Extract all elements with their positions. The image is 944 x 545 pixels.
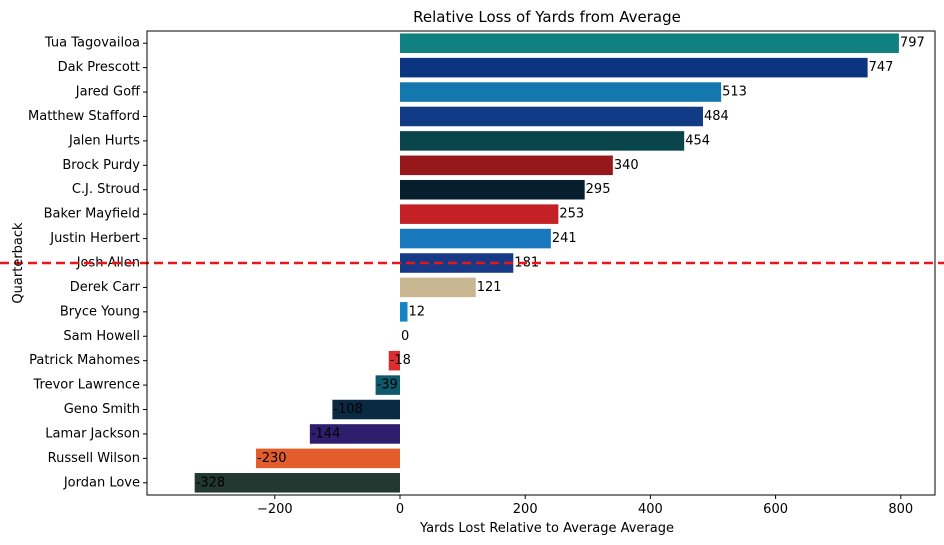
bar-value-label: -230 [257,451,287,466]
x-tick-label: 400 [638,502,663,517]
y-tick-label: Justin Herbert [49,231,140,246]
bar-value-label: 253 [559,207,584,222]
x-tick-label: 800 [888,502,913,517]
y-tick-label: Josh Allen [76,256,140,271]
x-axis-label: Yards Lost Relative to Average Average [419,521,674,536]
bar-value-label: 797 [900,36,925,51]
y-tick-label: Baker Mayfield [44,207,140,222]
y-tick-label: Lamar Jackson [45,426,140,441]
bar-value-label: 747 [869,60,894,75]
value-labels: 797747513484454340295253241181121120-18-… [196,36,925,491]
bar-value-label: -108 [333,402,363,417]
bar [332,399,400,420]
bar [256,448,400,469]
bar [400,155,613,176]
bar-value-label: -18 [390,353,411,368]
bar [400,277,476,298]
plot-frame [146,30,936,496]
y-tick-label: Bryce Young [60,304,140,319]
y-tick-label: Trevor Lawrence [33,378,141,393]
y-tick-label: Patrick Mahomes [29,353,140,368]
y-tick-label: Matthew Stafford [28,109,140,124]
bar-value-label: -39 [377,378,398,393]
y-tick-label: Geno Smith [64,402,140,417]
y-tick-label: Jalen Hurts [68,133,140,148]
bar-value-label: 12 [409,304,426,319]
y-tick-label: Derek Carr [70,280,141,295]
bar-value-label: 454 [685,133,710,148]
bar [400,131,685,151]
y-axis-label: Quarterback [11,222,26,304]
bar [194,473,400,493]
x-tick-label: 200 [513,502,538,517]
x-tick-label: −200 [257,502,293,517]
bar [400,106,703,127]
x-tick-label: 600 [763,502,788,517]
bars [194,33,899,493]
bar [400,302,408,322]
bar [388,350,400,371]
y-tick-label: C.J. Stroud [72,182,140,197]
chart-title: Relative Loss of Yards from Average [413,8,681,26]
y-tick-label: Tua Tagovailoa [44,36,140,51]
y-tick-label: Russell Wilson [48,451,140,466]
y-tick-label: Jordan Love [63,475,140,490]
bar-value-label: 241 [552,231,577,246]
bar [400,179,585,200]
y-tick-label: Brock Purdy [62,158,140,173]
bar-value-label: -328 [196,475,226,490]
bar [400,57,868,78]
bar [400,82,722,102]
bar-value-label: 340 [614,158,639,173]
bar [309,424,400,444]
bar-value-label: 295 [586,182,611,197]
bar-value-label: 513 [722,85,747,100]
x-tick-label: 0 [396,502,404,517]
bar-value-label: 0 [401,329,409,344]
bar [400,228,551,249]
y-tick-label: Jared Goff [75,85,141,100]
y-tick-label: Sam Howell [63,329,140,344]
bar [400,33,899,53]
bar-value-label: 484 [704,109,729,124]
bar [400,204,559,224]
bar [375,375,400,395]
y-tick-label: Dak Prescott [58,60,140,75]
x-axis: −200 0 200 400 600 800 [257,495,913,517]
bar-value-label: -144 [311,426,341,441]
y-axis: Tua Tagovailoa Dak Prescott Jared Goff Matt… [28,36,147,490]
bar-value-label: 121 [477,280,502,295]
